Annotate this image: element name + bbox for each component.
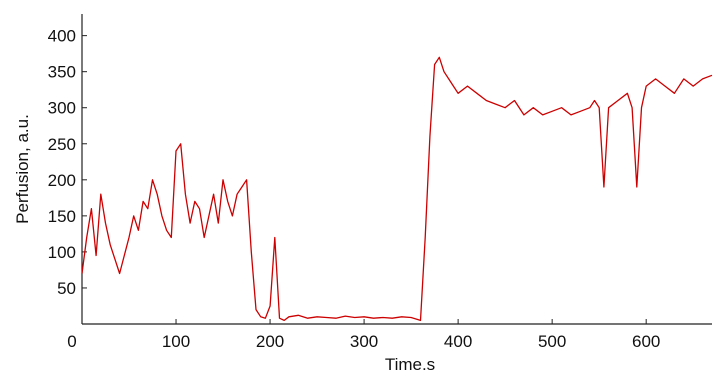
y-tick-label: 50	[57, 279, 76, 298]
axis-ticks: 0 100 200 300 400 500 600 50 100 150 200 250 300 350 4…	[48, 27, 661, 351]
x-tick-label: 400	[444, 332, 472, 351]
x-tick-label: 200	[256, 332, 284, 351]
x-tick-label: 100	[162, 332, 190, 351]
y-tick-label: 100	[48, 243, 76, 262]
y-tick-label: 350	[48, 63, 76, 82]
y-tick-label: 150	[48, 207, 76, 226]
y-tick-label: 400	[48, 27, 76, 46]
y-tick-label: 200	[48, 171, 76, 190]
y-tick-label: 250	[48, 135, 76, 154]
x-tick-label: 500	[538, 332, 566, 351]
x-axis-title: Time.s	[385, 355, 435, 373]
y-axis-title: Perfusion, a.u.	[13, 114, 32, 224]
x-tick-label: 0	[67, 332, 76, 351]
x-tick-label: 300	[350, 332, 378, 351]
perfusion-series-line	[81, 56, 713, 322]
x-tick-label: 600	[632, 332, 660, 351]
y-tick-label: 300	[48, 99, 76, 118]
